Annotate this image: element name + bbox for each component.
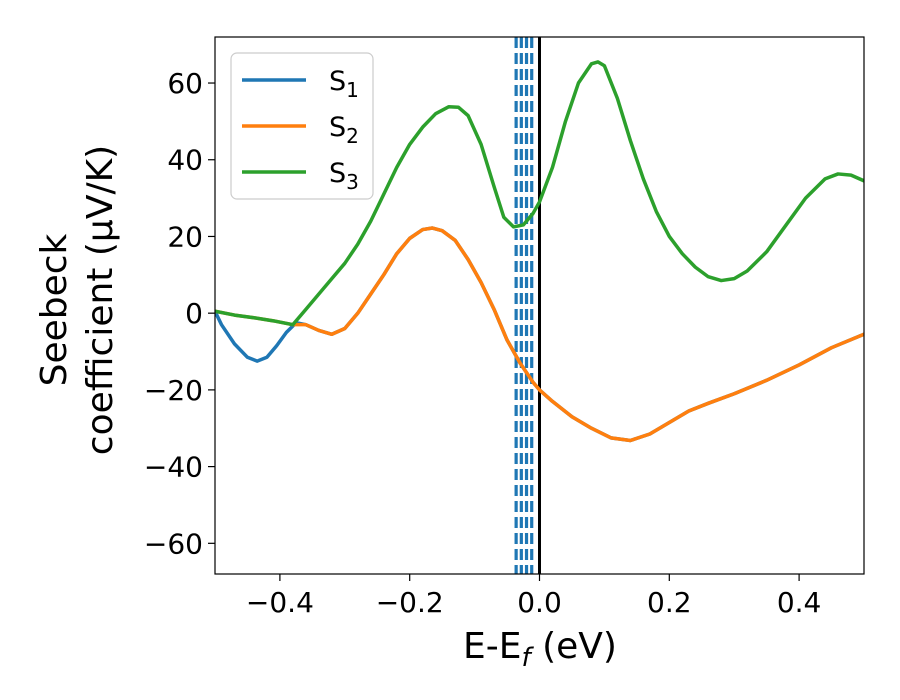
x-tick-label: −0.2 [376, 586, 444, 619]
y-tick-label: −60 [144, 527, 203, 560]
x-tick-label: 0.0 [517, 586, 562, 619]
x-tick-label: −0.4 [246, 586, 314, 619]
x-axis-title-main: E-E [463, 626, 521, 667]
y-tick-label: −20 [144, 374, 203, 407]
x-axis-title-unit: (eV) [531, 626, 617, 667]
x-tick-label: 0.2 [647, 586, 692, 619]
y-tick-label: 40 [167, 144, 203, 177]
y-axis-title-line2: coefficient (μV/K) [80, 145, 121, 455]
x-axis-ticks: −0.4 −0.2 0.0 0.2 0.4 [246, 574, 821, 619]
y-tick-label: 60 [167, 67, 203, 100]
x-tick-label: 0.4 [777, 586, 822, 619]
y-axis-ticks: −60 −40 −20 0 20 40 60 [144, 67, 215, 560]
y-tick-label: 20 [167, 220, 203, 253]
y-axis-title-line1: Seebeck [34, 233, 75, 386]
vertical-lines [516, 37, 539, 574]
seebeck-chart: −0.4 −0.2 0.0 0.2 0.4 −60 −40 −20 0 20 40 60 E-Ef … [0, 0, 900, 700]
y-tick-label: 0 [185, 297, 203, 330]
x-axis-title: E-Ef (eV) [463, 626, 617, 673]
y-tick-label: −40 [144, 451, 203, 484]
